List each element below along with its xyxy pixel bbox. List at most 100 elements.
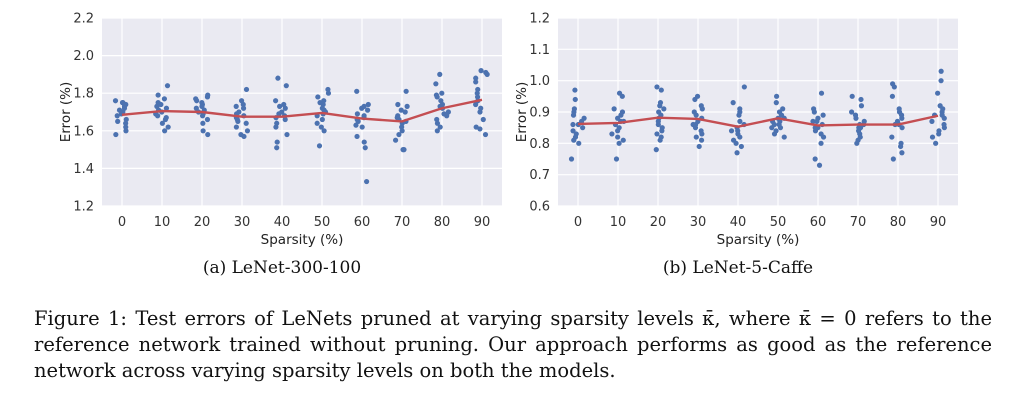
subcaption-a: (a) LeNet-300-100 — [202, 258, 362, 278]
data-point — [818, 90, 825, 96]
data-point — [615, 128, 621, 134]
data-point — [572, 96, 578, 103]
data-point — [200, 128, 206, 134]
data-point — [657, 103, 663, 109]
data-point — [890, 156, 896, 162]
data-point — [123, 120, 129, 126]
data-point — [398, 107, 404, 113]
data-point — [204, 116, 211, 123]
data-point — [325, 90, 332, 96]
figure-caption: Figure 1: Test errors of LeNets pruned a… — [34, 307, 992, 382]
x-tick-label: 80 — [434, 215, 451, 230]
data-point — [810, 118, 816, 124]
data-point — [737, 118, 743, 124]
data-point — [699, 131, 705, 137]
data-point — [361, 113, 367, 119]
y-axis-label: Error (%) — [58, 82, 74, 143]
y-tick-label: 1.0 — [529, 74, 550, 89]
data-point — [433, 92, 440, 98]
data-point — [317, 100, 323, 106]
data-point — [741, 84, 747, 90]
data-point — [112, 98, 119, 104]
data-point — [155, 92, 161, 98]
chart-panel-b: 0.6 0.7 0.8 0.9 1.0 1.1 1.2 0 10 20 30 40 50 60 70 80 90… — [508, 8, 968, 278]
data-point — [853, 115, 859, 121]
data-point — [818, 140, 824, 146]
data-point — [364, 107, 371, 113]
data-point — [162, 128, 168, 134]
x-tick-label: 10 — [154, 215, 171, 230]
x-tick-label: 10 — [610, 215, 627, 230]
data-point — [474, 90, 480, 96]
data-point — [434, 128, 440, 134]
y-tick-label: 1.4 — [73, 162, 94, 177]
data-point — [113, 131, 119, 138]
data-point — [235, 118, 241, 124]
y-axis-label: Error (%) — [514, 82, 530, 143]
data-point — [354, 88, 360, 94]
x-axis-label: Sparsity (%) — [717, 232, 800, 248]
data-point — [771, 131, 778, 137]
data-point — [484, 71, 490, 77]
data-point — [437, 71, 443, 77]
data-point — [158, 101, 164, 108]
data-point — [735, 128, 741, 134]
y-tick-label: 1.2 — [529, 12, 550, 27]
data-point — [359, 124, 365, 130]
x-tick-label: 60 — [810, 215, 827, 230]
data-point — [165, 124, 171, 130]
data-point — [938, 68, 944, 74]
data-point — [400, 147, 406, 153]
x-tick-label: 80 — [890, 215, 907, 230]
y-tick-label: 2.2 — [73, 12, 94, 27]
data-point — [402, 109, 408, 115]
data-point — [730, 100, 736, 106]
data-point — [576, 140, 582, 146]
data-point — [849, 93, 855, 99]
data-point — [473, 75, 479, 81]
data-point — [284, 131, 290, 138]
data-point — [615, 134, 621, 140]
data-point — [392, 137, 399, 143]
data-point — [698, 137, 705, 143]
data-point — [570, 112, 577, 118]
data-point — [353, 122, 359, 128]
data-point — [777, 125, 784, 131]
mean-line — [577, 114, 939, 128]
data-point — [655, 121, 661, 128]
data-point — [243, 86, 250, 93]
data-point — [618, 112, 624, 118]
data-point — [437, 124, 443, 130]
data-point — [354, 111, 360, 117]
data-point — [941, 125, 947, 131]
data-point — [654, 84, 660, 90]
data-point — [580, 125, 586, 131]
data-point — [619, 93, 625, 99]
data-point — [474, 94, 481, 100]
data-point — [473, 79, 479, 85]
data-point — [282, 116, 288, 123]
data-point — [399, 128, 405, 134]
chart-a-svg: 1.2 1.4 1.6 1.8 2.0 2.2 0 10 20 30 40 50 60 70 80 90 Spa… — [58, 12, 502, 248]
data-point — [164, 83, 171, 89]
x-tick-label: 0 — [118, 215, 126, 230]
x-tick-label: 40 — [730, 215, 747, 230]
x-tick-label: 20 — [194, 215, 211, 230]
data-point — [240, 101, 246, 108]
data-point — [849, 109, 855, 115]
data-point — [568, 156, 575, 162]
data-point — [728, 128, 735, 134]
data-point — [820, 134, 827, 140]
data-point — [620, 137, 626, 143]
subcaption-b: (b) LeNet-5-Caffe — [662, 258, 814, 278]
data-point — [936, 131, 942, 137]
data-point — [933, 140, 939, 146]
x-tick-label: 90 — [930, 215, 947, 230]
data-point — [359, 105, 365, 111]
data-point — [889, 93, 896, 99]
data-point — [199, 101, 205, 108]
data-point — [274, 145, 280, 151]
y-tick-label: 1.8 — [73, 87, 94, 102]
data-point — [661, 106, 667, 112]
data-point — [314, 120, 320, 126]
